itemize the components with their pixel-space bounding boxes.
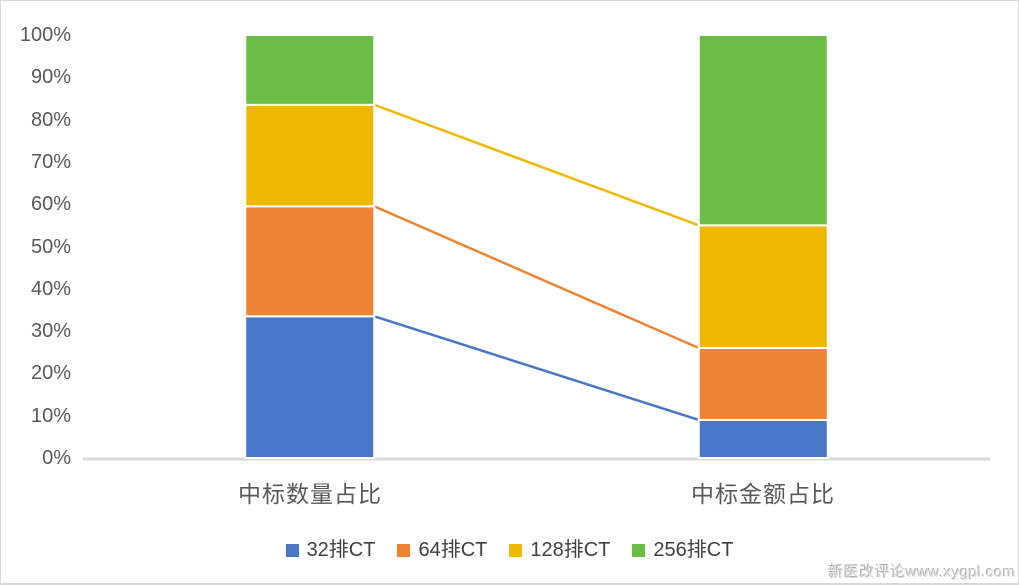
bar-segment-256排CT: [244, 34, 376, 106]
bar-segment-256排CT: [697, 34, 829, 227]
legend-label: 256排CT: [653, 539, 734, 561]
legend-swatch-icon: [509, 543, 523, 557]
y-axis-tick-label: 90%: [30, 66, 71, 89]
y-axis-tick-label: 70%: [30, 150, 71, 173]
y-axis-tick-label: 30%: [30, 320, 71, 343]
legend-label: 64排CT: [418, 539, 488, 561]
y-axis-tick-label: 10%: [30, 404, 71, 427]
legend-label: 128排CT: [530, 539, 611, 561]
legend-swatch-icon: [632, 543, 646, 557]
y-axis-tick-label: 20%: [30, 362, 71, 385]
category-label-bid-quantity-share: 中标数量占比: [238, 481, 382, 507]
y-axis-tick-label: 60%: [30, 193, 71, 216]
y-axis-tick-label: 0%: [42, 447, 71, 469]
bar-segment-32排CT: [244, 315, 376, 460]
y-axis-tick-label: 80%: [30, 108, 71, 131]
bar-segment-64排CT: [244, 205, 376, 318]
watermark-text: 新医改评论www.xygpl.com: [828, 564, 1016, 581]
series-line-32排CT: [373, 315, 700, 422]
y-axis-tick-label: 100%: [19, 24, 71, 46]
series-line-128排CT: [373, 103, 700, 227]
legend-swatch-icon: [285, 543, 299, 557]
series-line-64排CT: [373, 205, 700, 350]
legend-item-64排CT: 64排CT: [397, 538, 487, 562]
y-axis-tick-label: 50%: [30, 235, 71, 258]
legend-label: 32排CT: [306, 539, 376, 561]
bar-segment-128排CT: [697, 224, 829, 350]
legend-item-128排CT: 128排CT: [509, 538, 610, 562]
legend-swatch-icon: [397, 543, 411, 557]
category-label-bid-amount-share: 中标金额占比: [691, 481, 835, 507]
bar-segment-128排CT: [244, 103, 376, 208]
chart-legend: 32排CT 64排CT 128排CT 256排CT: [1, 538, 1018, 562]
legend-item-32排CT: 32排CT: [285, 538, 376, 562]
y-axis-tick-label: 40%: [30, 277, 71, 300]
bar-segment-64排CT: [697, 347, 829, 421]
legend-item-256排CT: 256排CT: [632, 538, 733, 562]
bar-segment-32排CT: [697, 418, 829, 459]
